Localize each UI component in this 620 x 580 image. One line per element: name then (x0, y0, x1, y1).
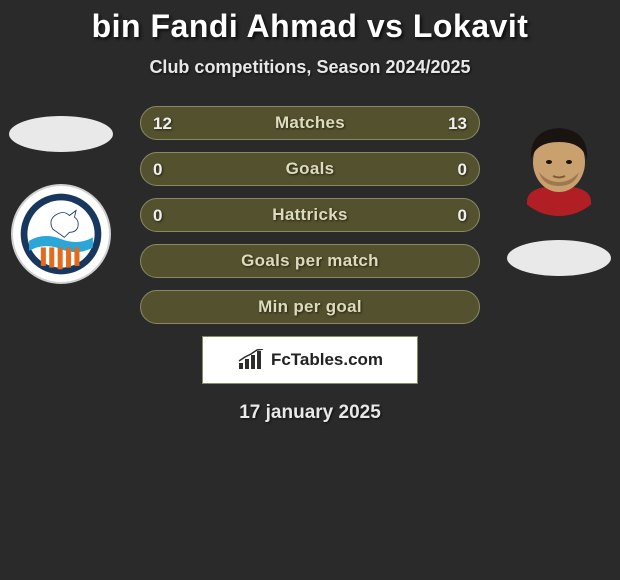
player-left-photo-placeholder (9, 116, 113, 152)
branding-box: FcTables.com (202, 336, 418, 384)
stat-right-value: 13 (448, 107, 467, 141)
stat-left-value: 0 (153, 199, 162, 233)
player-left (6, 116, 116, 284)
player-right-club-placeholder (507, 240, 611, 276)
stats-list: 12 Matches 13 0 Goals 0 0 Hattricks 0 Go… (140, 106, 480, 324)
stat-row-hattricks: 0 Hattricks 0 (140, 198, 480, 232)
stat-row-goals-per-match: Goals per match (140, 244, 480, 278)
stat-label: Matches (275, 113, 345, 133)
branding-text: FcTables.com (271, 350, 383, 370)
stat-left-value: 12 (153, 107, 172, 141)
comparison-subtitle: Club competitions, Season 2024/2025 (0, 57, 620, 78)
stat-row-goals: 0 Goals 0 (140, 152, 480, 186)
stat-label: Min per goal (258, 297, 362, 317)
player-face-icon (509, 116, 609, 216)
stat-row-min-per-goal: Min per goal (140, 290, 480, 324)
snapshot-date: 17 january 2025 (0, 402, 620, 424)
stat-right-value: 0 (458, 199, 467, 233)
comparison-title: bin Fandi Ahmad vs Lokavit (0, 8, 620, 45)
bar-chart-icon (237, 349, 265, 371)
stat-label: Goals per match (241, 251, 379, 271)
player-right-photo (509, 116, 609, 216)
player-left-club-badge (11, 184, 111, 284)
stat-left-value: 0 (153, 153, 162, 187)
player-right (504, 116, 614, 276)
stat-right-value: 0 (458, 153, 467, 187)
stat-label: Hattricks (272, 205, 347, 225)
club-badge-icon (19, 192, 103, 276)
stat-row-matches: 12 Matches 13 (140, 106, 480, 140)
comparison-card: bin Fandi Ahmad vs Lokavit Club competit… (0, 0, 620, 580)
stat-label: Goals (286, 159, 335, 179)
